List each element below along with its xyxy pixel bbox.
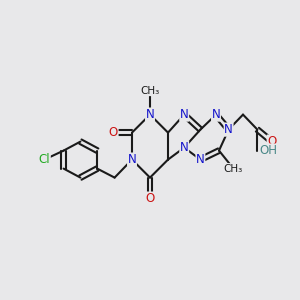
- Text: CH₃: CH₃: [140, 85, 160, 96]
- Text: O: O: [146, 192, 154, 205]
- Text: N: N: [180, 108, 189, 121]
- Text: Cl: Cl: [39, 153, 50, 166]
- Text: OH: OH: [259, 144, 277, 157]
- Text: O: O: [267, 135, 276, 148]
- Text: N: N: [212, 108, 220, 121]
- Text: CH₃: CH₃: [224, 164, 243, 174]
- Text: O: O: [109, 126, 118, 139]
- Text: N: N: [146, 108, 154, 121]
- Text: N: N: [128, 153, 136, 166]
- Text: N: N: [224, 123, 233, 136]
- Text: N: N: [180, 141, 189, 154]
- Text: N: N: [196, 153, 205, 166]
